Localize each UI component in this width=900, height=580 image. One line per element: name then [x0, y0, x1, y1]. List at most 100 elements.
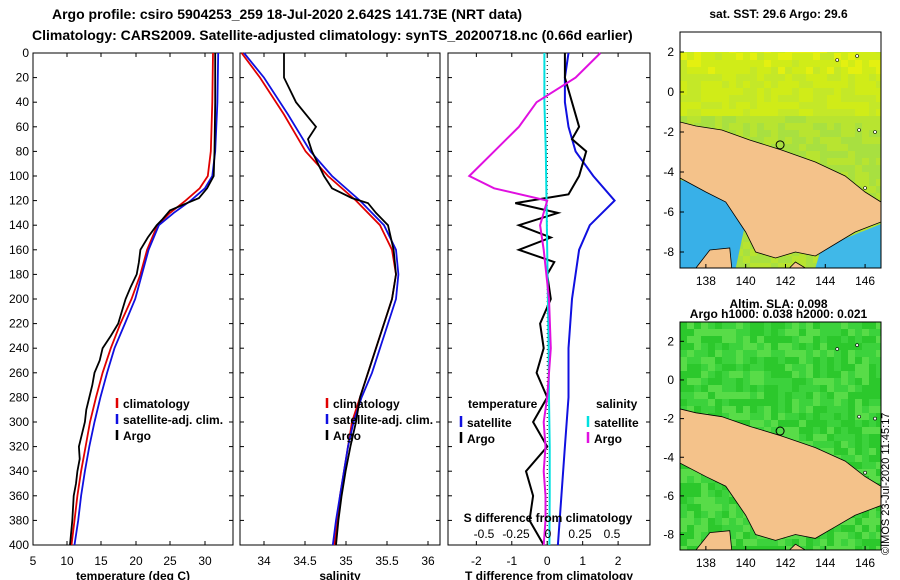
series-line-t-satellite	[556, 52, 616, 546]
map-cell	[694, 329, 701, 336]
map-cell	[862, 151, 869, 158]
map-cell	[855, 60, 862, 67]
island	[857, 128, 861, 132]
map-cell	[743, 39, 750, 46]
map-cell	[743, 392, 750, 399]
map-cell	[729, 81, 736, 88]
map-cell	[771, 539, 778, 546]
map-cell	[687, 60, 694, 67]
map-cell	[855, 179, 862, 186]
x-tick-label: 138	[696, 556, 716, 570]
map-cell	[862, 130, 869, 137]
map-cell	[848, 165, 855, 172]
map-cell	[869, 81, 876, 88]
map-cell	[750, 385, 757, 392]
map-cell	[708, 497, 715, 504]
map-cell	[855, 102, 862, 109]
map-cell	[820, 95, 827, 102]
map-cell	[771, 137, 778, 144]
map-cell	[750, 116, 757, 123]
map-frame	[679, 321, 882, 551]
map-cell	[764, 357, 771, 364]
map-cell	[834, 448, 841, 455]
map-cell	[743, 336, 750, 343]
map-cell	[876, 511, 881, 518]
map-cell	[708, 95, 715, 102]
map-cell	[792, 60, 799, 67]
map-cell	[834, 60, 841, 67]
map-cell	[834, 116, 841, 123]
map-cell	[687, 392, 694, 399]
map-cell	[715, 343, 722, 350]
map-cell	[862, 81, 869, 88]
map-cell	[834, 420, 841, 427]
map-cell	[827, 158, 834, 165]
map-cell	[848, 413, 855, 420]
map-cell	[778, 67, 785, 74]
map-cell	[764, 81, 771, 88]
map-cell	[729, 60, 736, 67]
map-cell	[750, 81, 757, 88]
map-cell	[687, 476, 694, 483]
map-cell	[855, 525, 862, 532]
map-cell	[813, 413, 820, 420]
map-cell	[743, 256, 750, 263]
map-cell	[750, 249, 757, 256]
map-cell	[792, 130, 799, 137]
map-cell	[848, 434, 855, 441]
map-cell	[785, 322, 792, 329]
map-cell	[806, 95, 813, 102]
map-cell	[876, 420, 881, 427]
map-cell	[834, 532, 841, 539]
map-cell	[792, 256, 799, 263]
map-cell	[806, 144, 813, 151]
x-tick-label: 142	[775, 556, 795, 570]
map-cell	[701, 406, 708, 413]
map-cell	[785, 420, 792, 427]
map-cell	[743, 263, 750, 268]
map-cell	[806, 539, 813, 546]
map-cell	[764, 39, 771, 46]
map-cell	[687, 364, 694, 371]
x-tick-label: 5	[30, 554, 37, 568]
map-cell	[855, 165, 862, 172]
map-cell	[841, 88, 848, 95]
map-cell	[750, 32, 757, 39]
map-cell	[820, 441, 827, 448]
map-cell	[869, 130, 876, 137]
map-cell	[869, 406, 876, 413]
map-cell	[820, 32, 827, 39]
map-cell	[841, 102, 848, 109]
map-cell	[820, 137, 827, 144]
map-cell	[778, 343, 785, 350]
map-cell	[827, 399, 834, 406]
map-cell	[785, 378, 792, 385]
map-cell	[694, 511, 701, 518]
map-cell	[855, 399, 862, 406]
map-cell	[708, 322, 715, 329]
map-cell	[729, 95, 736, 102]
map-cell	[862, 525, 869, 532]
map-cell	[813, 546, 820, 550]
map-cell	[841, 378, 848, 385]
map-cell	[820, 434, 827, 441]
map-cell	[764, 329, 771, 336]
island	[855, 54, 859, 58]
map-cell	[764, 52, 771, 53]
map-cell	[841, 434, 848, 441]
map-cell	[820, 52, 827, 53]
map-cell	[736, 357, 743, 364]
map-cell	[715, 371, 722, 378]
map-cell	[722, 392, 729, 399]
x-tick-label: -2	[471, 554, 482, 568]
map-cell	[701, 525, 708, 532]
map-cell	[855, 539, 862, 546]
map-cell	[813, 329, 820, 336]
island	[863, 470, 867, 475]
map-cell	[757, 137, 764, 144]
map-cell	[757, 364, 764, 371]
map-cell	[736, 546, 743, 550]
map-cell	[708, 490, 715, 497]
map-cell	[848, 123, 855, 130]
map-cell	[869, 123, 876, 130]
